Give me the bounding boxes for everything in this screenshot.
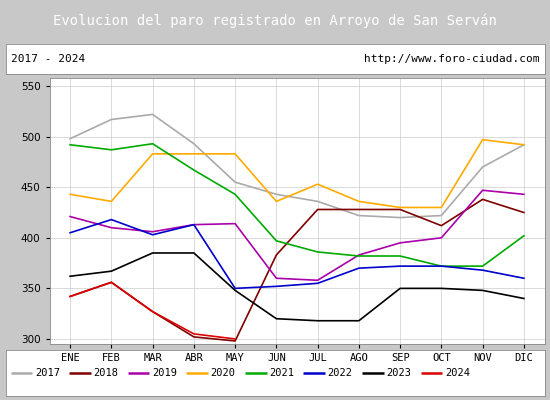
Text: 2021: 2021 bbox=[269, 368, 294, 378]
Text: 2020: 2020 bbox=[211, 368, 236, 378]
Text: 2017 - 2024: 2017 - 2024 bbox=[11, 54, 85, 64]
Text: http://www.foro-ciudad.com: http://www.foro-ciudad.com bbox=[364, 54, 539, 64]
Text: 2017: 2017 bbox=[35, 368, 60, 378]
Text: 2019: 2019 bbox=[152, 368, 177, 378]
Text: 2023: 2023 bbox=[386, 368, 411, 378]
Text: 2018: 2018 bbox=[94, 368, 119, 378]
Text: 2024: 2024 bbox=[445, 368, 470, 378]
Text: 2022: 2022 bbox=[328, 368, 353, 378]
Text: Evolucion del paro registrado en Arroyo de San Serván: Evolucion del paro registrado en Arroyo … bbox=[53, 14, 497, 28]
